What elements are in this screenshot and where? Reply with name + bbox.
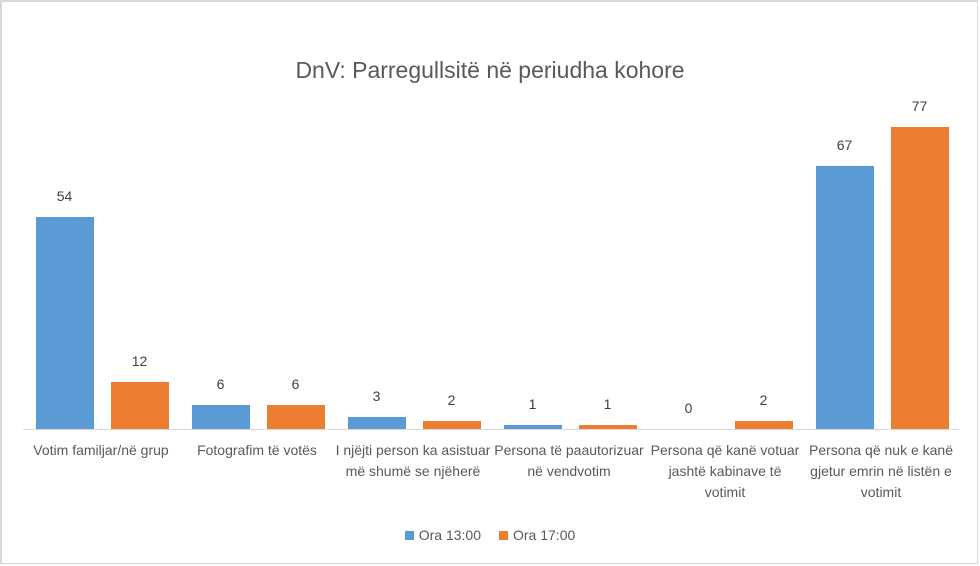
bar[interactable]: [110, 382, 169, 429]
data-label: 67: [836, 137, 853, 153]
data-label: 6: [216, 376, 225, 392]
category-label: Persona që nuk e kanë gjetur emrin në li…: [809, 442, 953, 500]
bar[interactable]: [347, 417, 406, 429]
x-axis-line: [23, 429, 959, 430]
legend-swatch-blue-icon: [404, 530, 414, 540]
data-label: 54: [56, 188, 73, 204]
bar[interactable]: [35, 217, 94, 429]
plot-area: 54 12 Votim familjar/në grup 6 6 Fotografim t…: [23, 0, 959, 566]
legend-item-ora-13[interactable]: Ora 13:00: [404, 527, 481, 543]
category-label: Persona që kanë votuar jashtë kabinave t…: [650, 442, 800, 500]
category-label: I njëjti person ka asistuar më shumë se …: [335, 442, 491, 479]
legend-label: Ora 13:00: [418, 527, 481, 543]
legend-item-ora-17[interactable]: Ora 17:00: [499, 527, 575, 543]
data-label: 3: [372, 388, 381, 404]
bar[interactable]: [266, 405, 325, 429]
data-label: 2: [447, 392, 456, 408]
bar[interactable]: [890, 127, 949, 429]
data-label: 0: [684, 400, 693, 416]
category-label: Fotografim të votës: [197, 442, 317, 458]
bar[interactable]: [734, 421, 793, 429]
legend-label: Ora 17:00: [513, 527, 576, 543]
bar[interactable]: [503, 425, 562, 429]
bar[interactable]: [578, 425, 637, 429]
data-label: 2: [759, 392, 768, 408]
bar[interactable]: [815, 166, 874, 429]
data-label: 77: [911, 98, 928, 114]
category-label: Persona të paautorizuar në vendvotim: [494, 442, 644, 479]
category-label: Votim familjar/në grup: [33, 442, 169, 458]
chart-title: DnV: Parregullsitë në periudha kohore: [295, 57, 685, 83]
bar[interactable]: [191, 405, 250, 429]
data-label: 12: [131, 353, 148, 369]
legend: Ora 13:00 Ora 17:00: [0, 527, 980, 543]
legend-swatch-orange-icon: [499, 530, 508, 540]
data-label: 1: [528, 396, 537, 412]
data-label: 6: [291, 376, 300, 392]
data-label: 1: [603, 396, 612, 412]
bar[interactable]: [422, 421, 481, 429]
